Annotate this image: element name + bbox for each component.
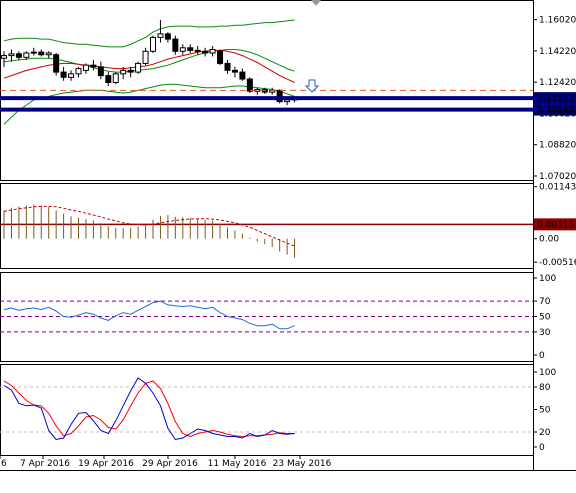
date-label-4: 11 May 2016 [208, 459, 267, 469]
stoch-axis-label-4: 0 [539, 443, 545, 453]
stoch-axis-label-1: 80 [539, 383, 551, 393]
candle-body-28 [209, 49, 216, 54]
macd-hline-tag-label: 0.00315 [537, 220, 574, 230]
level-tag-1 [534, 103, 576, 116]
macd-axis-label-3: -0.00516 [539, 258, 576, 268]
stochastic-levels [0, 386, 533, 433]
candle-body-20 [150, 36, 156, 52]
bollinger-lower-line [3, 83, 295, 125]
candle-body-3 [23, 52, 30, 58]
moving-average [3, 49, 295, 83]
level-tag-0 [534, 92, 576, 105]
macd-signal-polyline [3, 205, 295, 247]
candle-body-0 [1, 55, 7, 59]
macd-axis-label-2: 0.00 [539, 235, 559, 245]
rsi-axis: 100 70 50 30 0 [533, 274, 556, 361]
candle-body-6 [45, 52, 52, 56]
price-axis-label-2: 1.12420 [539, 78, 576, 88]
bollinger-middle-line [3, 49, 295, 73]
date-label-5: 23 May 2016 [273, 459, 332, 469]
candle-body-22 [164, 33, 171, 40]
price-axis-label-3: 1.10620 [539, 109, 576, 119]
rsi-polyline [3, 300, 295, 330]
date-axis: 6 7 Apr 2016 19 Apr 2016 29 Apr 2016 11 May … [0, 455, 332, 469]
candle-body-21 [157, 33, 164, 38]
rsi-axis-label-0: 100 [539, 274, 556, 284]
candle-body-14 [105, 75, 112, 84]
price-axis-label-0: 1.16020 [539, 16, 576, 26]
candle-body-16 [120, 69, 127, 75]
candlesticks [1, 19, 298, 106]
candle-body-12 [90, 64, 97, 68]
date-label-1: 7 Apr 2016 [20, 459, 70, 469]
candle-body-2 [15, 53, 22, 58]
candle-body-27 [202, 50, 209, 54]
moving-average-line [3, 49, 295, 83]
macd-hline-tag [534, 218, 576, 231]
candle-body-10 [75, 68, 82, 75]
macd-signal-line [3, 205, 295, 247]
bollinger-bands [3, 19, 295, 125]
date-label-2: 19 Apr 2016 [78, 459, 134, 469]
stoch-axis-label-3: 20 [539, 428, 551, 438]
price-panel[interactable]: 1.11502 1.10842 1.16020 1.14220 1.12420 1.10… [0, 16, 576, 182]
candle-body-37 [276, 89, 283, 103]
candle-body-29 [217, 50, 224, 64]
price-axis-label-5: 1.07020 [539, 172, 576, 182]
level-label-0: 1.11502 [537, 94, 574, 104]
macd-axis-label-0: 0.01143 [539, 183, 576, 193]
date-label-3: 29 Apr 2016 [142, 459, 198, 469]
price-axis-label-1: 1.14220 [539, 47, 576, 57]
rsi-axis-label-2: 50 [539, 313, 551, 323]
stochastic-lines [3, 377, 295, 441]
candle-body-13 [97, 66, 104, 77]
stoch-axis-label-0: 100 [539, 368, 556, 378]
stochastic-axis: 100 80 50 20 0 [533, 368, 556, 453]
horizontal-levels[interactable]: 1.11502 1.10842 [0, 79, 576, 116]
candle-body-8 [60, 71, 67, 78]
candle-body-17 [127, 69, 134, 73]
candle-body-30 [224, 62, 231, 71]
candle-body-33 [246, 78, 253, 92]
candle-body-4 [30, 51, 37, 54]
rsi-axis-label-3: 30 [539, 328, 551, 338]
rsi-axis-label-4: 0 [539, 351, 545, 361]
date-label-0: 6 [1, 459, 7, 469]
candle-body-23 [172, 38, 179, 52]
rsi-line [3, 300, 295, 330]
macd-histogram [0, 204, 533, 258]
candle-body-1 [8, 53, 15, 57]
candle-body-18 [135, 62, 142, 73]
candle-body-38 [284, 99, 291, 103]
candle-body-25 [187, 47, 194, 51]
candle-body-15 [112, 73, 119, 84]
candle-body-19 [142, 50, 149, 64]
candle-body-24 [179, 47, 186, 52]
bollinger-upper-line [3, 19, 295, 48]
stoch-main-polyline [3, 377, 295, 441]
candle-body-7 [53, 54, 60, 73]
stoch-axis-label-2: 50 [539, 406, 551, 416]
candle-body-5 [38, 51, 45, 56]
stochastic-panel[interactable]: 100 80 50 20 0 [0, 368, 556, 453]
candle-body-31 [231, 69, 238, 73]
candle-body-11 [82, 64, 89, 71]
candle-body-9 [68, 73, 75, 78]
price-axis: 1.16020 1.14220 1.12420 1.10620 1.08820 1.070… [533, 16, 576, 182]
arrow-down-icon [304, 79, 320, 93]
price-axis-label-4: 1.08820 [539, 141, 576, 151]
candle-body-32 [239, 71, 246, 80]
shift-marker-icon [311, 0, 321, 6]
rsi-axis-label-1: 70 [539, 297, 551, 307]
level-label-1: 1.10842 [537, 106, 574, 116]
candle-body-26 [194, 49, 201, 52]
rsi-levels [0, 300, 533, 333]
rsi-panel[interactable]: 100 70 50 30 0 [0, 274, 556, 361]
